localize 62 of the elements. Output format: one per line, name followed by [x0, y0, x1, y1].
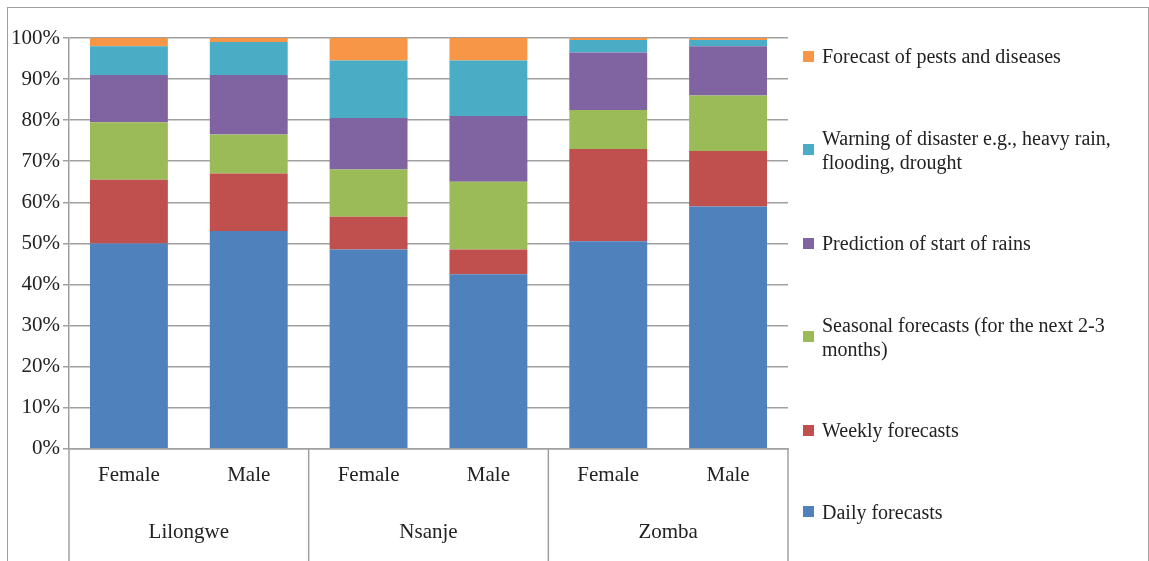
legend-label: Daily forecasts [822, 499, 943, 524]
bar [89, 179, 168, 244]
bar [329, 249, 408, 449]
bar [89, 243, 168, 449]
bar [329, 169, 408, 217]
bar [689, 150, 768, 207]
text: Zomba [638, 519, 699, 544]
y-tick-label: 0% [31, 435, 60, 460]
bar [89, 46, 168, 75]
x-tick-label: Female [98, 461, 160, 486]
x-tick-label: Female [577, 461, 640, 486]
bar [569, 52, 648, 110]
bar [569, 109, 648, 149]
bar [209, 42, 288, 75]
bar [329, 60, 408, 119]
text: Nsanje [399, 519, 458, 544]
y-tick-label: 80% [21, 106, 60, 131]
bar [209, 173, 288, 232]
y-tick-label: 60% [21, 188, 60, 213]
legend-label: Prediction of start of rains [822, 231, 1031, 256]
bar [689, 206, 768, 449]
bar [569, 40, 648, 53]
bar [689, 46, 768, 96]
bar [449, 60, 528, 117]
text: Lilongwe [148, 519, 230, 544]
x-tick-label: Male [466, 461, 510, 486]
bar [89, 38, 168, 47]
bar [569, 148, 648, 242]
y-tick-label: 70% [21, 147, 60, 172]
bar [89, 74, 168, 123]
y-tick-label: 100% [10, 24, 60, 49]
legend-label: Weekly forecasts [822, 418, 959, 443]
bar [209, 74, 288, 135]
bar [569, 241, 648, 449]
bar [329, 118, 408, 170]
y-tick-label: 50% [21, 229, 60, 254]
legend-label: Forecast of pests and diseases [822, 44, 1061, 68]
bar [329, 216, 408, 250]
bar [449, 249, 528, 275]
x-tick-label: Male [706, 461, 750, 486]
y-tick-label: 30% [21, 312, 60, 337]
bar [329, 38, 408, 61]
bar [689, 95, 768, 151]
legend-label: Warning of disaster e.g., heavy rain, flooding, drought [822, 125, 1112, 174]
bar [689, 38, 768, 41]
bar [209, 134, 288, 174]
bar [209, 231, 288, 449]
bar [449, 274, 528, 449]
bar [449, 38, 528, 61]
bar [689, 40, 768, 47]
x-tick-label: Male [227, 461, 271, 486]
y-tick-label: 10% [21, 394, 60, 419]
bar [89, 122, 168, 180]
bar [449, 116, 528, 182]
x-tick-label: Female [337, 461, 400, 486]
y-tick-label: 90% [21, 65, 60, 90]
bar [569, 38, 648, 41]
bar [449, 181, 528, 250]
y-tick-label: 20% [21, 353, 60, 378]
legend-label: Seasonal forecasts (for the next 2-3 months) [822, 312, 1106, 361]
bar [209, 38, 288, 43]
y-tick-label: 40% [21, 271, 60, 295]
